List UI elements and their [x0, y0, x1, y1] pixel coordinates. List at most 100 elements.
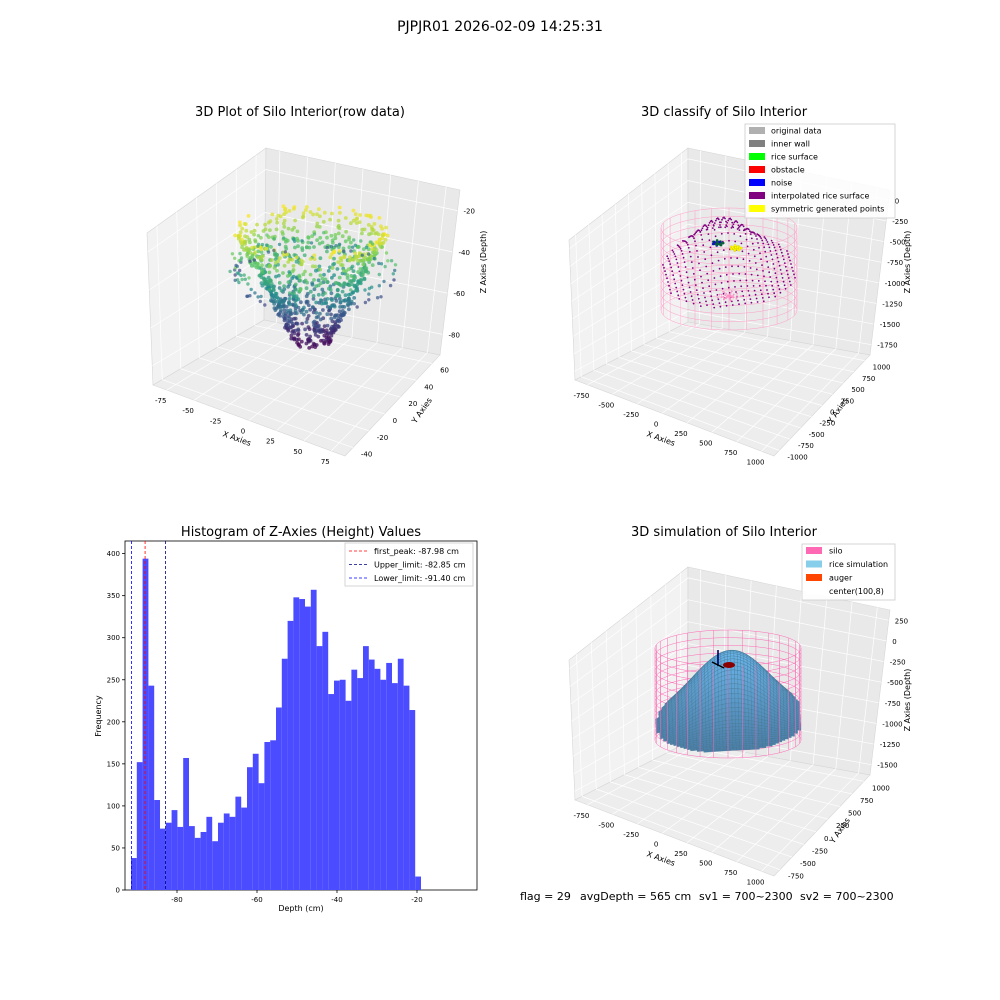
- raw-point: [385, 233, 390, 238]
- histogram-bar: [415, 876, 421, 890]
- interpolated-point: [785, 269, 788, 272]
- histogram-bars: [131, 558, 421, 890]
- raw-outlier-point: [258, 299, 262, 304]
- interpolated-point: [777, 260, 780, 263]
- raw-outlier-point: [309, 241, 314, 245]
- sim-surface-cell: [758, 743, 763, 746]
- raw-point: [304, 205, 309, 209]
- p4-y-tick-label: -250: [812, 847, 828, 855]
- interpolated-point: [719, 224, 721, 226]
- sim-surface-cell: [728, 688, 732, 694]
- p4-z-tick-label: 0: [892, 638, 896, 646]
- interpolated-point: [718, 226, 720, 229]
- raw-point: [307, 327, 312, 331]
- interpolated-point: [766, 289, 768, 291]
- sim-surface-cell: [758, 727, 762, 732]
- raw-outlier-point: [377, 284, 381, 288]
- p4-floor-gridline-y: [666, 752, 853, 795]
- interpolated-point: [725, 304, 728, 307]
- raw-x-axis-label: X Axies: [221, 429, 252, 448]
- sim-surface-cell: [758, 741, 763, 744]
- sim-surface-cell: [749, 741, 753, 744]
- raw-point: [351, 258, 356, 262]
- raw-point: [335, 267, 340, 271]
- raw-outlier-point: [336, 293, 340, 298]
- raw-point: [284, 304, 289, 309]
- sim-surface-cell: [758, 730, 763, 734]
- sim-legend-label: auger: [829, 574, 853, 583]
- histogram-bar: [131, 858, 137, 890]
- raw-point: [264, 246, 268, 251]
- sim-surface-cell: [738, 732, 743, 736]
- sim-surface-cell: [768, 743, 773, 746]
- interpolated-point: [681, 253, 684, 255]
- p2-floor-gridline-y: [606, 363, 801, 429]
- raw-point: [260, 263, 264, 268]
- sim-surface-cell: [734, 674, 738, 680]
- raw-point: [339, 258, 344, 263]
- interpolated-point: [749, 267, 752, 269]
- raw-point: [293, 245, 297, 250]
- p4-floor-gridline-y: [624, 774, 817, 833]
- raw-point: [308, 307, 312, 312]
- raw-point: [242, 248, 246, 252]
- raw-outlier-point: [259, 294, 263, 299]
- raw-outlier-point: [242, 273, 246, 277]
- interpolated-point: [744, 273, 747, 275]
- raw-y-ticks: -40 -20 0 20 40 60: [361, 366, 449, 458]
- sim-surface-cell: [748, 712, 752, 718]
- sim-surface-cell: [752, 737, 756, 740]
- raw-outlier-point: [228, 269, 232, 274]
- symmetric-point: [722, 290, 724, 293]
- raw-point: [318, 256, 323, 261]
- interpolated-point: [662, 264, 664, 266]
- sim-surface-cell: [748, 732, 753, 736]
- sim-surface-cell: [778, 734, 782, 738]
- interpolated-point: [699, 231, 702, 233]
- sim-surface-cell: [738, 726, 743, 731]
- sim-surface-cell: [732, 740, 737, 743]
- sim-surface-cell: [768, 734, 772, 737]
- sim-surface-cell: [771, 741, 776, 744]
- raw-outlier-point: [263, 303, 267, 307]
- interpolated-point: [736, 257, 739, 260]
- classify-legend-label: original data: [771, 127, 822, 136]
- raw-point: [244, 228, 249, 233]
- p1-y-tick-label: 40: [424, 383, 433, 391]
- raw-outlier-point: [266, 250, 271, 254]
- raw-point: [263, 282, 268, 286]
- raw-point: [307, 245, 312, 250]
- histogram-y-tick-label: 150: [107, 760, 120, 768]
- interpolated-point: [793, 273, 795, 276]
- sim-x-axis-label: X Axies: [645, 849, 676, 868]
- raw-point: [333, 236, 338, 241]
- figure-suptitle: PJPJR01 2026-02-09 14:25:31: [397, 19, 603, 35]
- interpolated-point: [731, 265, 733, 268]
- sim-surface-cell: [724, 679, 729, 685]
- p1-floor-gridline-y: [254, 325, 433, 364]
- histogram-bar: [397, 658, 404, 890]
- interpolated-point: [764, 237, 767, 240]
- raw-point: [322, 341, 327, 346]
- raw-point: [295, 321, 300, 326]
- classify-legend-swatch: [749, 140, 765, 147]
- sim-surface-cell: [794, 731, 798, 734]
- symmetric-generated-point: [736, 245, 740, 249]
- interpolated-point: [704, 224, 707, 227]
- sim-surface-cell: [734, 665, 738, 671]
- interpolated-point: [685, 271, 688, 274]
- raw-outlier-point: [359, 239, 363, 243]
- interpolated-point: [731, 225, 734, 228]
- raw-point: [250, 245, 255, 250]
- sim-surface-cell: [781, 735, 786, 738]
- raw-point: [319, 301, 324, 306]
- sim-surface-cell: [721, 708, 726, 714]
- interpolated-point: [772, 244, 775, 246]
- p2-floor-gridline-y: [581, 376, 780, 451]
- symmetric-point: [723, 297, 726, 300]
- sim-surface-cell: [735, 737, 740, 741]
- interpolated-point: [665, 273, 667, 276]
- raw-point: [370, 263, 375, 267]
- interpolated-point: [711, 227, 714, 230]
- sim-surface-cell: [778, 736, 782, 739]
